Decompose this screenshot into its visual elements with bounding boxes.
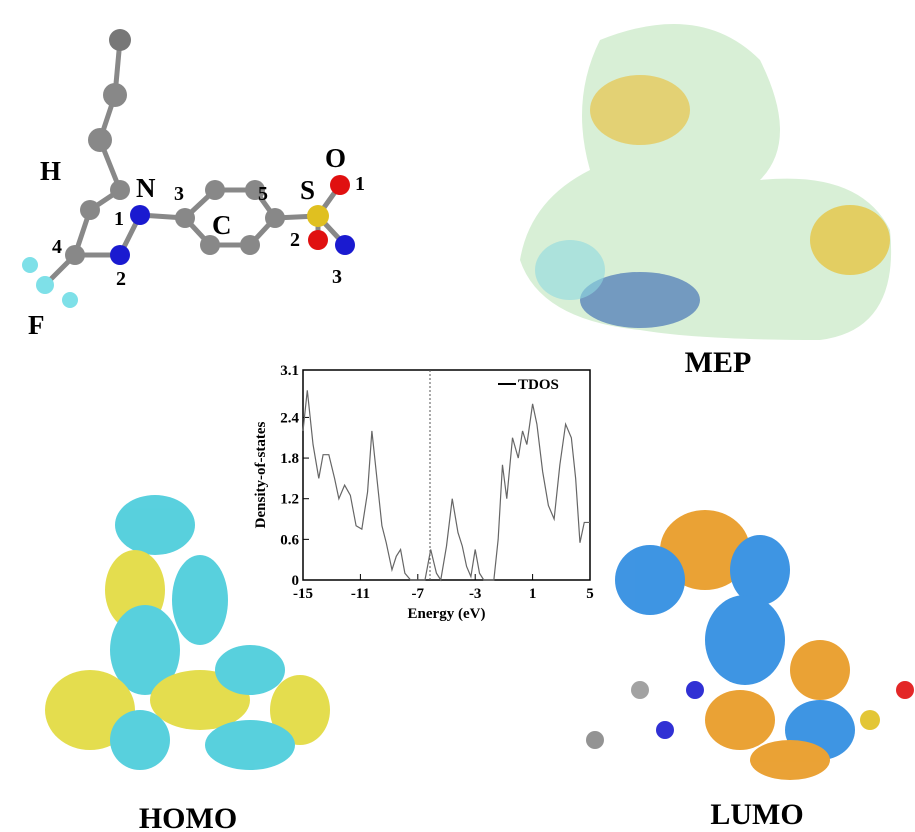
y-tick-label: 0.6 xyxy=(280,532,299,548)
y-axis-label: Density-of-states xyxy=(253,422,269,529)
atom-label: S xyxy=(300,175,315,205)
locant: 5 xyxy=(258,183,268,205)
x-tick-label: 5 xyxy=(586,586,594,602)
y-tick-label: 1.8 xyxy=(280,451,299,467)
locant: 3 xyxy=(174,183,184,205)
locant: 1 xyxy=(114,208,124,230)
panel-label: HOMO xyxy=(139,802,237,832)
mep-surface xyxy=(520,24,891,340)
dos-line xyxy=(303,390,590,580)
y-tick-label: 1.2 xyxy=(280,492,299,508)
legend-label: TDOS xyxy=(518,377,559,393)
atom-label: N xyxy=(136,173,156,203)
locant: 4 xyxy=(52,236,62,258)
atom-label: C xyxy=(212,210,232,240)
locant: 3 xyxy=(332,266,342,288)
panel-label: MEP xyxy=(685,346,752,379)
locant: 2 xyxy=(116,268,126,290)
atoms xyxy=(22,29,355,308)
x-tick-label: 1 xyxy=(529,586,537,602)
atom-label: H xyxy=(40,156,61,186)
locant: 2 xyxy=(290,229,300,251)
y-tick-label: 2.4 xyxy=(280,410,299,426)
panel-label: LUMO xyxy=(710,798,803,831)
structure xyxy=(45,40,345,285)
figure: -15-11-7-31500.61.21.82.43.1Energy (eV)D… xyxy=(0,0,915,832)
y-tick-label: 3.1 xyxy=(280,363,299,379)
lumo-orbital xyxy=(586,510,914,780)
locant: 1 xyxy=(355,173,365,195)
x-tick-label: -3 xyxy=(469,586,482,602)
atom-label: O xyxy=(325,143,346,173)
x-tick-label: -7 xyxy=(412,586,425,602)
y-tick-label: 0 xyxy=(292,573,300,589)
atom-label: F xyxy=(28,310,45,340)
x-tick-label: -11 xyxy=(351,586,370,602)
x-axis-label: Energy (eV) xyxy=(408,606,486,622)
